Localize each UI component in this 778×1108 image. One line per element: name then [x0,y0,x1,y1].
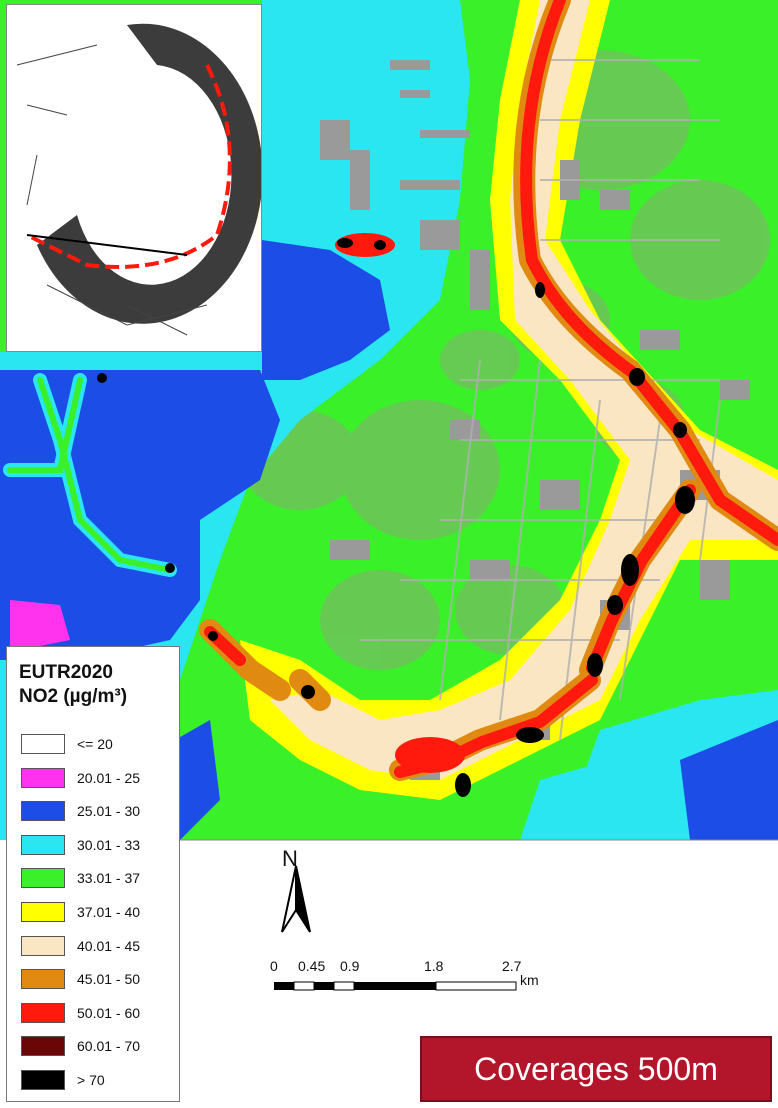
legend-row: 33.01 - 37 [21,867,140,889]
scale-tick-4: 2.7 [502,958,522,974]
legend-row: <= 20 [21,733,113,755]
legend-swatch [21,935,65,956]
legend-label: 30.01 - 33 [77,836,141,853]
legend-label: 45.01 - 50 [77,971,141,988]
legend-label: 60.01 - 70 [77,1038,141,1055]
legend-swatch [21,767,65,788]
scale-tick-2: 0.9 [340,958,360,974]
legend-label: 40.01 - 45 [77,937,141,954]
legend-label: > 70 [77,1072,105,1088]
scale-tick-0: 0 [270,958,278,974]
scale-bar: 0 0.45 0.9 1.8 2.7 km [266,958,566,998]
legend-row: 40.01 - 45 [21,935,140,957]
legend-row: 50.01 - 60 [21,1002,140,1024]
legend-row: 30.01 - 33 [21,834,140,856]
legend-title-line2: NO2 (µg/m³) [19,686,128,707]
legend-label: 25.01 - 30 [77,803,141,820]
legend-swatch [21,902,65,922]
legend-row: > 70 [21,1069,105,1091]
legend-swatch [21,1036,65,1057]
legend-swatch [21,1002,65,1023]
north-label: N [282,846,298,871]
legend: EUTR2020 NO2 (µg/m³) <= 20 20.01 - 25 25.0… [6,646,180,1102]
north-arrow-icon [281,865,311,933]
legend-swatch [21,801,65,822]
coverage-caption: Coverages 500m [420,1036,772,1102]
inset-locator-map [6,4,262,352]
scale-tick-1: 0.45 [298,958,326,974]
legend-label: 33.01 - 37 [77,870,141,887]
legend-swatch [21,868,65,889]
legend-title-line1: EUTR2020 [19,662,113,683]
legend-swatch [21,734,65,754]
legend-label: 20.01 - 25 [77,769,141,786]
legend-swatch [21,834,65,855]
legend-swatch [21,1070,65,1090]
legend-swatch [21,969,65,990]
legend-label: 37.01 - 40 [77,904,141,920]
legend-label: 50.01 - 60 [77,1004,141,1021]
legend-title: EUTR2020 NO2 (µg/m³) [7,647,179,709]
legend-row: 37.01 - 40 [21,901,140,923]
legend-row: 60.01 - 70 [21,1035,140,1057]
legend-row: 20.01 - 25 [21,767,140,789]
legend-label: <= 20 [77,736,113,752]
scale-unit: km [520,972,539,988]
scale-tick-3: 1.8 [424,958,444,974]
legend-row: 45.01 - 50 [21,968,140,990]
legend-row: 25.01 - 30 [21,800,140,822]
